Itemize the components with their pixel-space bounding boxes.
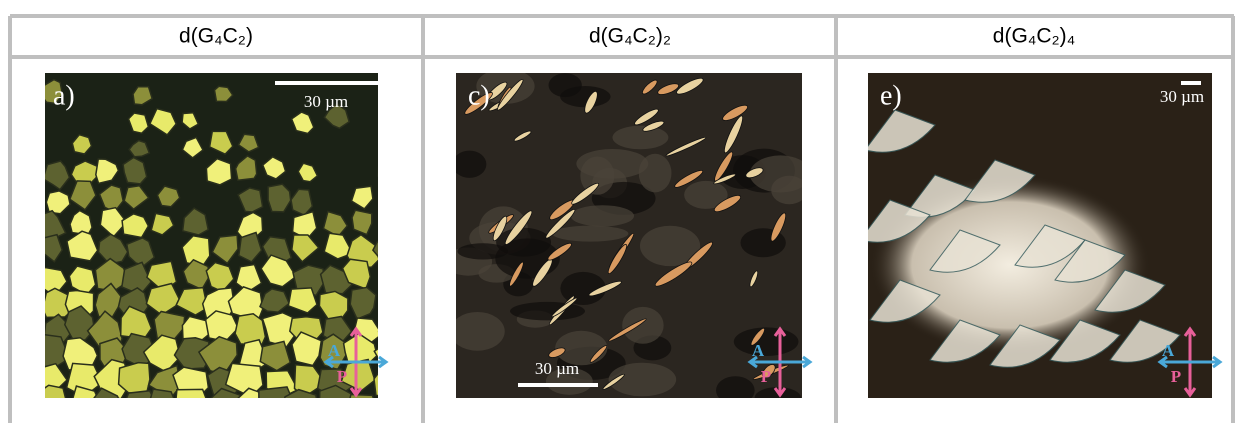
texture-blotch [552,226,628,242]
scale-bar [275,81,378,85]
texture-blotch [510,302,585,321]
texture-blotch [571,205,634,226]
crystal-domain [378,157,399,183]
scale-bar-label: 30 µm [1160,87,1204,106]
panel-label: a) [53,80,75,111]
texture-blotch [560,86,610,107]
texture-blotch [734,327,799,356]
texture-blotch [639,154,672,193]
crystal-domain [380,258,407,289]
micrograph [860,73,1212,398]
panel-label: c) [468,80,490,111]
figure: d(G₄C₂) d(G₄C₂)₂ d(G₄C₂)₄ a)30 µmAPc)30 … [0,0,1239,423]
analyzer-label: A [1162,341,1175,360]
scale-bar-label: 30 µm [535,359,579,378]
polarizer-label: P [761,367,771,386]
crystal-domain [235,314,265,346]
texture-blotch [612,126,668,150]
analyzer-label: A [328,341,341,360]
crystal-domain [380,108,402,131]
polarizer-label: P [1171,367,1181,386]
crystal-domain [379,313,405,349]
scale-bar-label: 30 µm [304,92,348,111]
texture-blotch [450,312,505,351]
texture-blotch [716,376,755,404]
column-header: d(G₄C₂)₂ [589,25,671,48]
crystal-domain [283,390,321,423]
texture-blotch [453,151,487,178]
texture-blotch [496,228,551,257]
crystal-domain [379,187,405,210]
polarizer-label: P [337,367,347,386]
scale-bar [518,383,598,387]
panel-label: e) [880,80,902,111]
crystal-domain [346,395,380,423]
column-header: d(G₄C₂) [179,25,253,48]
crystal-domain [32,385,67,420]
column-header: d(G₄C₂)₄ [993,25,1075,48]
texture-blotch [622,307,664,344]
scale-bar [1181,81,1201,85]
page: d(G₄C₂) d(G₄C₂)₂ d(G₄C₂)₄ a)30 µmAPc)30 … [0,0,1239,423]
crystal-domain [380,285,407,314]
analyzer-label: A [752,341,765,360]
crystal-domain [372,389,415,423]
